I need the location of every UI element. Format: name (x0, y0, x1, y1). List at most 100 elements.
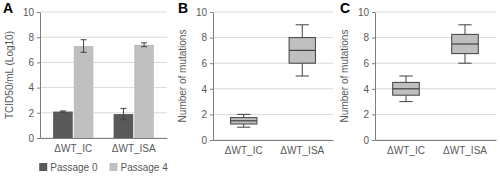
y-tick-label: 6 (28, 57, 34, 68)
y-tick-label: 4 (201, 84, 207, 95)
plot-marks (53, 40, 154, 138)
x-tick-label: ΔWT_IC (225, 145, 263, 156)
y-tick-label: 10 (196, 7, 208, 18)
panel: 0246810ΔWT_ICΔWT_ISANumber of mutationsB (177, 0, 334, 156)
x-axis: ΔWT_IC ΔWT_ISA (376, 140, 497, 156)
legend: Passage 0 Passage 4 (39, 162, 168, 173)
y-tick: 6 (28, 57, 40, 68)
grid-line (40, 12, 167, 13)
y-tick: 10 (196, 7, 213, 18)
x-tick: ΔWT_IC (387, 140, 425, 156)
y-tick: 0 (201, 135, 213, 146)
y-tick: 4 (201, 84, 213, 95)
x-tick: ΔWT_ISA (443, 140, 487, 156)
x-axis-line (376, 140, 497, 141)
whisker-cap-low (237, 127, 250, 128)
error-bar-stem (123, 108, 124, 119)
y-tick-label: 8 (28, 32, 34, 43)
panel-title: C (340, 0, 350, 16)
y-tick-label: 2 (363, 109, 369, 120)
x-axis-line (41, 138, 168, 139)
y-tick: 10 (23, 7, 40, 18)
y-tick-label: 8 (363, 32, 369, 43)
median (289, 50, 315, 51)
error-bar (60, 111, 66, 112)
whisker-cap-low (399, 101, 412, 102)
box (289, 38, 315, 64)
grid-line (375, 63, 496, 64)
legend-label: Passage 4 (121, 162, 169, 173)
legend-item: Passage 4 (110, 162, 169, 173)
y-tick-label: 6 (363, 58, 369, 69)
y-axis-line (213, 13, 214, 141)
error-bar-stem (83, 40, 84, 53)
x-tick: ΔWT_ISA (112, 138, 156, 154)
y-tick: 8 (363, 32, 375, 43)
y-tick-label: 6 (201, 58, 207, 69)
y-tick-mark (210, 89, 213, 90)
y-axis-line (40, 13, 41, 139)
whisker-low (405, 95, 406, 101)
plot-marks (393, 25, 479, 102)
whisker-cap-high (399, 76, 412, 77)
legend-item: Passage 0 (39, 162, 98, 173)
panel: 0246810ΔWT_ICΔWT_ISANumber of mutationsC (339, 0, 497, 156)
error-bar-cap (120, 108, 126, 109)
y-tick-mark (37, 12, 40, 13)
y-tick-mark (372, 12, 375, 13)
error-bar (141, 43, 147, 47)
y-tick-mark (37, 138, 40, 139)
y-axis-title: Number of mutations (177, 30, 188, 123)
box-plot (393, 76, 420, 102)
grid (40, 12, 167, 138)
y-tick-label: 8 (201, 32, 207, 43)
y-tick: 0 (363, 135, 375, 146)
y-tick-mark (37, 37, 40, 38)
whisker-cap-low (296, 76, 309, 77)
box-plot (452, 25, 479, 63)
y-axis: 0246810 (358, 7, 376, 146)
x-tick-label: ΔWT_IC (387, 145, 425, 156)
box-plot (289, 25, 315, 76)
y-tick: 2 (363, 109, 375, 120)
y-tick-label: 0 (201, 135, 207, 146)
grid-line (375, 12, 496, 13)
grid-line (213, 12, 333, 13)
y-tick-mark (210, 140, 213, 141)
grid-line (213, 140, 333, 141)
y-tick-mark (37, 62, 40, 63)
whisker-cap-low (458, 63, 471, 64)
y-tick-mark (210, 38, 213, 39)
y-axis-line (375, 13, 376, 141)
y-axis-title: TCID50/mL (Log10) (4, 31, 15, 119)
legend-swatch (39, 163, 47, 171)
y-tick-mark (210, 12, 213, 13)
y-tick: 2 (28, 108, 40, 119)
grid-line (375, 88, 496, 89)
whisker-high (465, 25, 466, 35)
y-tick-mark (372, 89, 375, 90)
y-tick: 4 (363, 84, 375, 95)
y-tick: 2 (201, 109, 213, 120)
x-tick: ΔWT_ISA (280, 140, 324, 156)
y-tick-label: 10 (23, 7, 35, 18)
y-tick-mark (372, 114, 375, 115)
grid (375, 12, 496, 140)
x-tick-label: ΔWT_ISA (112, 143, 156, 154)
error-bar-stem (144, 43, 145, 47)
y-tick-mark (372, 38, 375, 39)
x-axis: ΔWT_IC ΔWT_ISA (41, 138, 168, 154)
error-bar-cap (81, 52, 87, 53)
error-bar (120, 108, 126, 119)
y-tick-label: 2 (201, 109, 207, 120)
error-bar-cap (120, 119, 126, 120)
grid-line (40, 37, 167, 38)
box (231, 118, 257, 124)
y-tick-label: 0 (28, 133, 34, 144)
y-tick-mark (372, 140, 375, 141)
y-tick: 4 (28, 82, 40, 93)
error-bar-cap (60, 112, 66, 113)
x-tick: ΔWT_IC (54, 138, 92, 154)
bar (53, 112, 73, 138)
y-axis: 0 2 4 6 8 10 (196, 7, 214, 146)
